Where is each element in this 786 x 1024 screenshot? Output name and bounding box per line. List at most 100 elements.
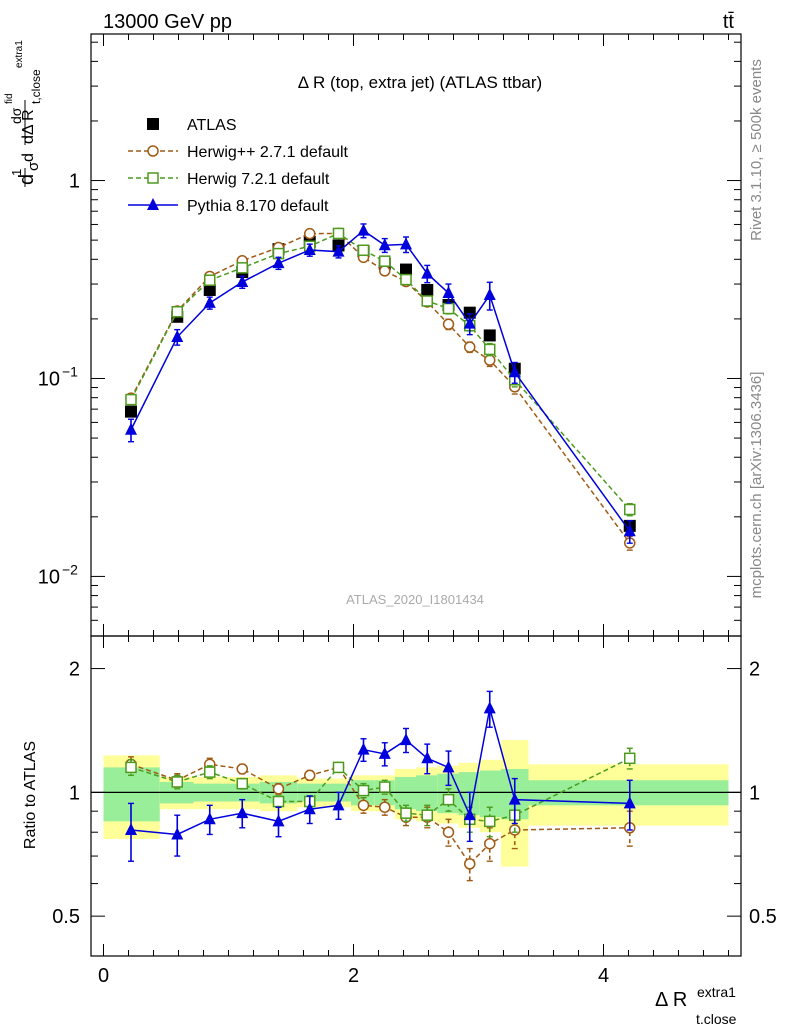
ratio-point [272, 783, 285, 795]
ratio-point [378, 746, 391, 759]
ratio-point [236, 806, 249, 819]
ratio-point [125, 761, 137, 774]
mc-point [171, 330, 184, 343]
series-line-3 [130, 229, 631, 532]
series-line-1 [130, 232, 631, 544]
main-plot-series [125, 223, 636, 551]
mc-point [171, 306, 183, 318]
y-tick-label: 10 [38, 566, 60, 588]
ratio-tick-label: 0.5 [52, 906, 80, 928]
ratio-tick-label-right: 2 [749, 659, 760, 681]
data-point [463, 306, 476, 319]
mc-point [203, 295, 216, 308]
mc-point [204, 274, 216, 286]
legend-marker [147, 145, 159, 157]
analysis-tag: ATLAS_2020_I1801434 [346, 592, 484, 607]
x-axis-label: Δ R t,close extra1 [655, 984, 737, 1024]
mc-point [236, 262, 248, 274]
ratio-point [304, 769, 316, 782]
ratio-point [332, 761, 345, 774]
y-axis-label-main: d 1 σ d dΔ R t,close extra1 dσ fid [4, 40, 43, 187]
ratio-point [357, 784, 370, 797]
ratio-point [272, 814, 285, 827]
ratio-point [379, 801, 391, 813]
x-tick-label: 4 [598, 965, 609, 987]
svg-text:Δ R: Δ R [655, 989, 687, 1011]
band-inner [394, 776, 416, 810]
mc-point [332, 227, 345, 240]
mc-point [442, 302, 455, 315]
mc-point [236, 275, 249, 288]
ratio-point [203, 812, 216, 825]
rivet-label: Rivet 3.1.10, ≥ 500k events [748, 59, 765, 241]
mc-point [463, 316, 476, 329]
chart-title: Δ R (top, extra jet) (ATLAS ttbar) [298, 73, 542, 92]
data-point [125, 405, 137, 418]
data-point [400, 263, 412, 276]
mc-point [379, 265, 391, 277]
ratio-point [484, 837, 496, 850]
svg-text:fid: fid [4, 93, 15, 104]
ratio-point [484, 815, 496, 828]
band-inner [479, 770, 501, 818]
ratio-line-3 [130, 708, 630, 836]
mc-point [357, 223, 370, 236]
ratio-point [303, 802, 316, 815]
mc-point [442, 318, 455, 330]
mc-point [442, 286, 455, 299]
mc-point [623, 524, 636, 537]
ratio-point [236, 763, 248, 775]
mc-point [303, 242, 316, 255]
svg-text:d: d [20, 153, 37, 162]
ratio-tick-label-right: 1 [749, 782, 760, 804]
ratio-point [400, 733, 412, 746]
ratio-point [483, 701, 496, 714]
ratio-point [463, 808, 476, 821]
mc-point [421, 266, 434, 279]
ratio-tick-label-right: 0.5 [749, 906, 777, 928]
mc-point [484, 343, 496, 356]
legend-label: Pythia 8.170 default [187, 198, 329, 215]
mc-point [378, 238, 391, 251]
mc-point [400, 237, 412, 250]
mc-point [464, 341, 476, 353]
ratio-point [508, 792, 521, 805]
mc-point [484, 354, 496, 366]
svg-text:dσ: dσ [8, 107, 24, 124]
ratio-point [421, 751, 434, 764]
legend-label: ATLAS [187, 117, 237, 134]
ratio-point [421, 809, 433, 821]
y-tick-label: 10 [38, 368, 60, 390]
mc-point [125, 422, 137, 435]
mc-point [508, 365, 521, 378]
ratio-tick-label: 2 [69, 659, 80, 681]
data-point [483, 329, 496, 342]
legend-marker [147, 118, 159, 130]
legend-label: Herwig 7.2.1 default [187, 171, 330, 188]
mc-point [421, 295, 433, 307]
svg-text:dΔ R: dΔ R [20, 109, 37, 144]
ratio-point [400, 807, 412, 819]
x-tick-label: 0 [98, 965, 109, 987]
ratio-frame [90, 635, 742, 957]
mc-point [483, 288, 496, 301]
mc-point [332, 244, 345, 257]
svg-text:extra1: extra1 [14, 40, 25, 68]
ratio-point [332, 798, 345, 811]
legend-marker [147, 172, 159, 184]
x-tick-label: 2 [348, 965, 359, 987]
ratio-point [464, 858, 476, 870]
ratio-line-1 [130, 763, 630, 866]
data-point [421, 283, 434, 296]
mcplots-label: mcplots.cern.ch [arXiv:1306.3436] [748, 372, 765, 599]
svg-text:t,close: t,close [696, 1011, 737, 1024]
ratio-point [171, 827, 184, 840]
y-tick-label: 1 [69, 171, 80, 193]
ratio-plot-series [125, 690, 636, 882]
ratio-line-2 [130, 757, 631, 823]
ratio-point [624, 752, 636, 765]
svg-text:extra1: extra1 [697, 984, 736, 1000]
svg-text:σ: σ [25, 161, 42, 171]
ratio-point [272, 795, 285, 808]
